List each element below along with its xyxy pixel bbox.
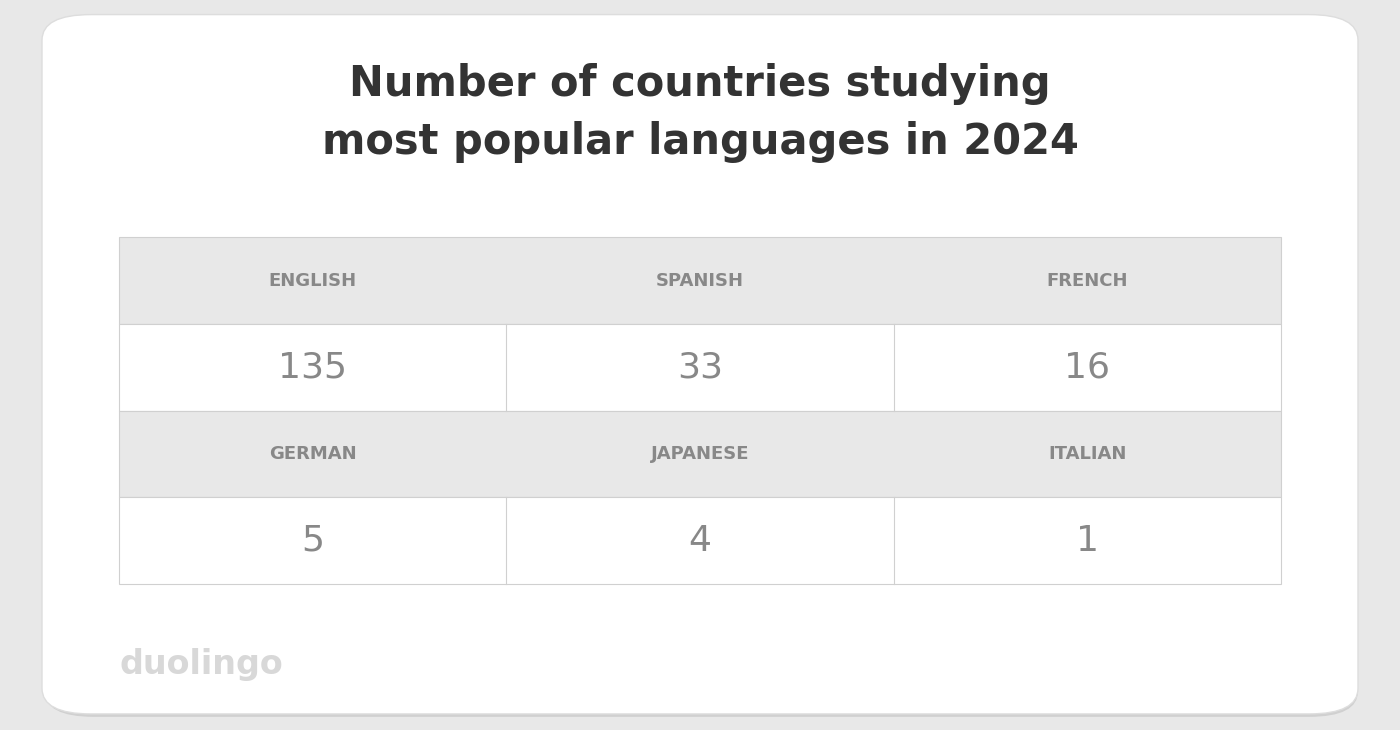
Text: JAPANESE: JAPANESE bbox=[651, 445, 749, 463]
Text: 16: 16 bbox=[1064, 350, 1110, 384]
Text: duolingo: duolingo bbox=[119, 648, 283, 681]
Text: 5: 5 bbox=[301, 523, 325, 558]
Text: Number of countries studying
most popular languages in 2024: Number of countries studying most popula… bbox=[322, 63, 1078, 164]
Text: GERMAN: GERMAN bbox=[269, 445, 357, 463]
Text: 135: 135 bbox=[279, 350, 347, 384]
Text: 33: 33 bbox=[678, 350, 722, 384]
Text: SPANISH: SPANISH bbox=[657, 272, 743, 290]
Text: ENGLISH: ENGLISH bbox=[269, 272, 357, 290]
Text: FRENCH: FRENCH bbox=[1047, 272, 1128, 290]
Text: 1: 1 bbox=[1075, 523, 1099, 558]
Text: 4: 4 bbox=[689, 523, 711, 558]
Text: ITALIAN: ITALIAN bbox=[1049, 445, 1127, 463]
